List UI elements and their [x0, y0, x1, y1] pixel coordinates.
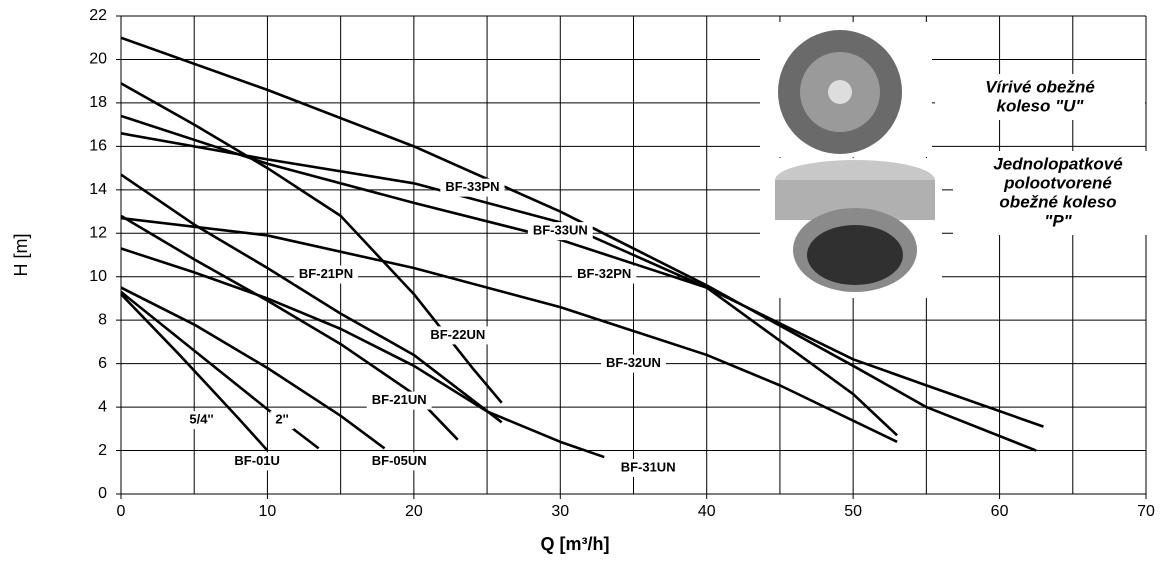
- annotation: BF-01U: [234, 453, 280, 468]
- curve-label: BF-22UN: [430, 327, 485, 342]
- x-tick-label: 30: [551, 503, 569, 520]
- label-box: [293, 265, 359, 284]
- y-tick-label: 20: [89, 51, 107, 68]
- y-tick-label: 14: [89, 181, 107, 198]
- caption: polootvorené: [1003, 173, 1112, 192]
- curve-labels: BF-33PN BF-33UN BF-32PN BF-32UN BF-22UN BF-21…: [184, 178, 681, 477]
- caption-bg: [953, 151, 1162, 235]
- curve-label: BF-32UN: [606, 355, 661, 370]
- pump-curve: [120, 293, 269, 452]
- pump-curve: [120, 286, 386, 450]
- label-box: [425, 326, 491, 345]
- curve-label: BF-32PN: [577, 266, 631, 281]
- label-box: [601, 354, 666, 373]
- curve-label: 2'': [275, 412, 288, 427]
- x-tick-label: 40: [698, 503, 716, 520]
- pump-curve: [120, 247, 605, 459]
- curve-label: BF-31UN: [621, 459, 676, 474]
- x-tick-label: 0: [117, 503, 126, 520]
- impeller-u: [760, 22, 932, 157]
- caption: obežné koleso: [999, 192, 1116, 211]
- caption: Jednolopatkové: [993, 154, 1122, 173]
- x-tick-label: 70: [1137, 503, 1155, 520]
- y-tick-label: 22: [89, 7, 107, 24]
- y-tick-label: 8: [98, 311, 107, 328]
- y-tick-label: 4: [98, 398, 107, 415]
- label-box: [572, 265, 637, 284]
- curve-label: BF-05UN: [372, 453, 427, 468]
- curve-label: BF-33PN: [445, 179, 499, 194]
- y-tick-label: 2: [98, 442, 107, 459]
- y-tick-label: 10: [89, 268, 107, 285]
- label-box: [527, 222, 593, 241]
- impeller-p: [760, 158, 942, 298]
- x-tick-label: 10: [259, 503, 277, 520]
- y-tick-label: 12: [89, 224, 107, 241]
- y-axis-title: H [m]: [11, 234, 31, 277]
- pump-curve: [120, 173, 503, 424]
- label-box: [229, 452, 285, 471]
- caption: koleso "U": [997, 96, 1085, 115]
- y-tick-label: 0: [98, 485, 107, 502]
- pump-curve: [120, 114, 1044, 428]
- label-box: [366, 391, 432, 410]
- label-box: [440, 178, 505, 197]
- pump-curve: [120, 82, 503, 404]
- label-box: [184, 411, 219, 430]
- x-axis-title: Q [m³/h]: [541, 534, 610, 554]
- curve-label: BF-21PN: [299, 266, 353, 281]
- caption: "P": [1044, 211, 1072, 230]
- y-tick-label: 16: [89, 138, 107, 155]
- y-tick-label: 6: [98, 355, 107, 372]
- caption: Vírivé obežné: [985, 77, 1095, 96]
- label-box: [270, 411, 294, 430]
- caption-bg: [935, 74, 1145, 120]
- curve-label: 5/4'': [189, 412, 213, 427]
- pump-curve: [120, 216, 898, 444]
- label-box: [366, 452, 432, 471]
- x-tick-label: 50: [844, 503, 862, 520]
- y-tick-label: 18: [89, 94, 107, 111]
- x-tick-label: 60: [991, 503, 1009, 520]
- curve-label: BF-33UN: [533, 223, 588, 238]
- curve-label: BF-21UN: [372, 392, 427, 407]
- label-box: [615, 458, 681, 477]
- pump-curve: [120, 36, 1037, 452]
- x-tick-label: 20: [405, 503, 423, 520]
